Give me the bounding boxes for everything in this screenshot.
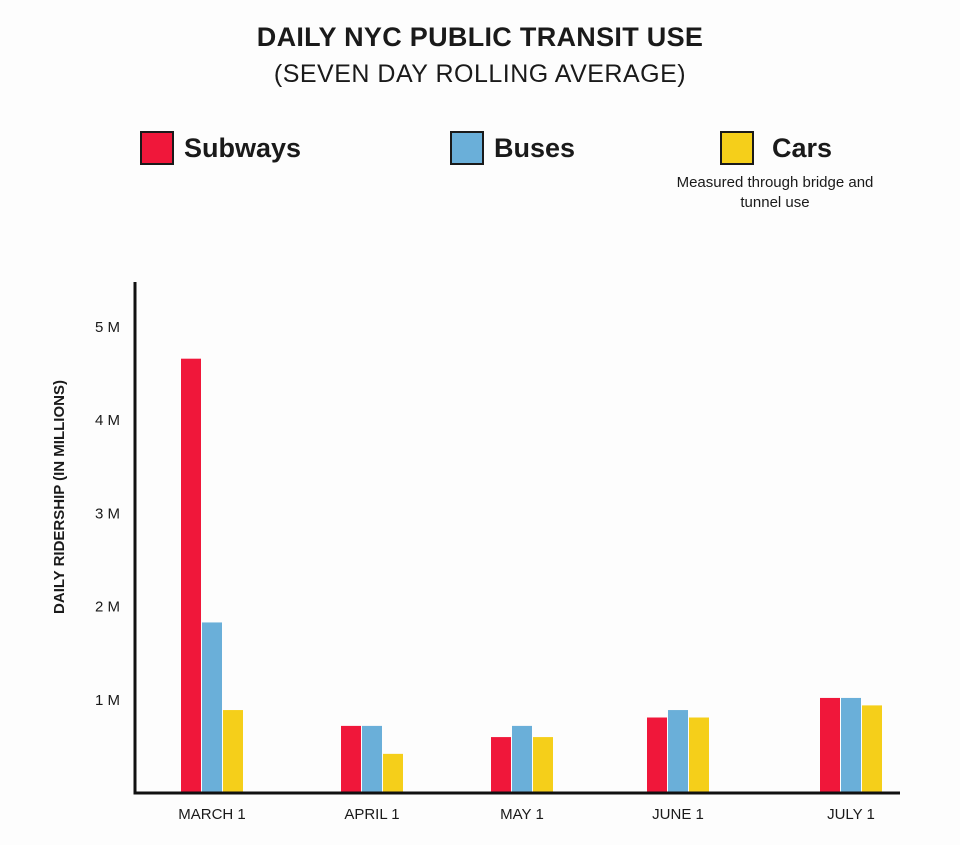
legend-subways: Subways (140, 131, 301, 165)
legend-swatch-buses (450, 131, 484, 165)
y-tick-label-1: 1 M (95, 692, 120, 709)
bar-buses-may-1 (512, 725, 532, 792)
bar-cars-june-1 (689, 717, 709, 792)
x-tick-label-may-1: MAY 1 (500, 806, 544, 823)
legend-label-subways: Subways (184, 132, 302, 163)
legend-swatch-cars (720, 131, 754, 165)
y-tick-label-3: 3 M (95, 505, 120, 522)
legend-buses: Buses (450, 131, 575, 165)
bar-subways-may-1 (491, 737, 511, 792)
bar-cars-april-1 (383, 753, 403, 792)
bar-buses-april-1 (362, 725, 382, 792)
bar-buses-july-1 (841, 697, 861, 792)
legend-cars: Cars (720, 131, 832, 165)
x-tick-label-april-1: APRIL 1 (344, 806, 399, 823)
x-tick-label-june-1: JUNE 1 (652, 806, 704, 823)
bar-cars-july-1 (862, 705, 882, 792)
x-tick-label-july-1: JULY 1 (827, 806, 875, 823)
bar-cars-march-1 (223, 710, 243, 792)
bar-buses-march-1 (202, 622, 222, 792)
bar-subways-july-1 (820, 697, 840, 792)
bar-subways-april-1 (341, 725, 361, 792)
bar-subways-june-1 (647, 717, 667, 792)
y-tick-label-2: 2 M (95, 599, 120, 616)
legend-swatch-subways (140, 131, 174, 165)
y-tick-label-5: 5 M (95, 319, 120, 336)
legend-note: Measured through bridge and tunnel use (676, 174, 874, 211)
x-tick-label-march-1: MARCH 1 (178, 806, 246, 823)
legend-label-cars: Cars (772, 132, 833, 163)
bar-cars-may-1 (533, 737, 553, 792)
bar-subways-march-1 (181, 358, 201, 792)
bar-buses-june-1 (668, 710, 688, 792)
y-tick-label-4: 4 M (95, 412, 120, 429)
chart-title: DAILY NYC PUBLIC TRANSIT USE (256, 22, 704, 52)
legend-label-buses: Buses (494, 132, 576, 163)
y-axis-title: DAILY RIDERSHIP (IN MILLIONS) (51, 380, 68, 614)
chart-subtitle: (SEVEN DAY ROLLING AVERAGE) (273, 60, 687, 88)
